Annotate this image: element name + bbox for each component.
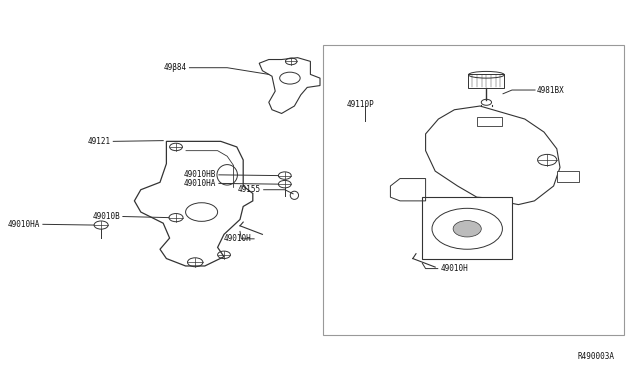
Bar <box>422 197 512 259</box>
Text: 49010HB: 49010HB <box>184 170 216 179</box>
Circle shape <box>453 221 481 237</box>
Text: 49110P: 49110P <box>347 100 374 109</box>
Bar <box>323 45 624 335</box>
Bar <box>477 117 502 126</box>
Text: 49010B: 49010B <box>93 212 120 221</box>
Text: 49010HA: 49010HA <box>8 220 40 229</box>
Text: 49010H: 49010H <box>224 234 252 243</box>
Text: R490003A: R490003A <box>577 352 614 361</box>
Text: 49β84: 49β84 <box>164 63 187 72</box>
Text: 4981BX: 4981BX <box>536 86 564 94</box>
Text: 49010HA: 49010HA <box>184 179 216 188</box>
Text: 49121: 49121 <box>88 137 111 146</box>
Text: 49155: 49155 <box>238 185 261 194</box>
Text: 49010H: 49010H <box>440 264 468 273</box>
Bar <box>557 171 579 182</box>
Bar <box>468 74 504 88</box>
